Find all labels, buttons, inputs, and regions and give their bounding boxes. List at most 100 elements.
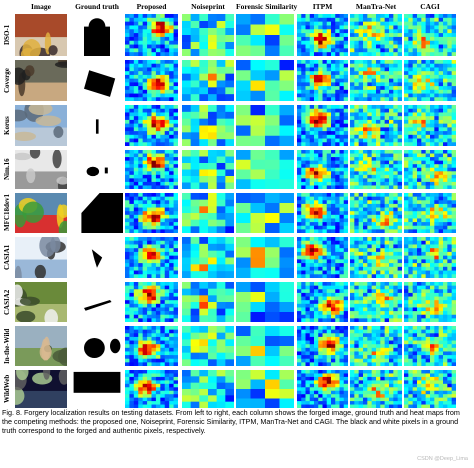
ground-truth-mask xyxy=(71,193,123,233)
heat-map xyxy=(236,326,294,366)
heat-map xyxy=(404,150,456,189)
heat-map xyxy=(182,105,234,146)
cell-r7-c5 xyxy=(297,326,348,366)
heat-map xyxy=(125,150,178,189)
figure-caption: Fig. 8. Forgery localization results on … xyxy=(2,408,460,436)
cell-r7-c1 xyxy=(71,326,123,366)
heat-map xyxy=(125,370,178,408)
heat-map xyxy=(297,282,348,322)
cell-r4-c7 xyxy=(404,193,456,233)
heat-map xyxy=(236,282,294,322)
heat-map xyxy=(350,237,402,278)
forged-image xyxy=(15,14,67,56)
cell-r7-c4 xyxy=(236,326,294,366)
cell-r3-c0 xyxy=(15,150,67,189)
heat-map xyxy=(125,14,178,56)
row-label-4: MFC18dev1 xyxy=(3,194,11,232)
cell-r5-c3 xyxy=(182,237,234,278)
heat-map xyxy=(404,237,456,278)
cell-r3-c5 xyxy=(297,150,348,189)
column-header-7: CAGI xyxy=(420,2,440,11)
heat-map xyxy=(404,370,456,408)
cell-r1-c0 xyxy=(15,60,67,101)
heat-map xyxy=(404,60,456,101)
heat-map xyxy=(297,14,348,56)
heat-map xyxy=(182,282,234,322)
column-header-3: Noiseprint xyxy=(191,2,225,11)
cell-r7-c0 xyxy=(15,326,67,366)
heat-map xyxy=(350,326,402,366)
row-label-1: Coverge xyxy=(3,68,11,93)
heat-map xyxy=(404,326,456,366)
cell-r1-c4 xyxy=(236,60,294,101)
ground-truth-mask xyxy=(71,105,123,146)
cell-r8-c7 xyxy=(404,370,456,408)
cell-r2-c5 xyxy=(297,105,348,146)
cell-r2-c3 xyxy=(182,105,234,146)
cell-r5-c6 xyxy=(350,237,402,278)
cell-r1-c6 xyxy=(350,60,402,101)
cell-r8-c5 xyxy=(297,370,348,408)
cell-r1-c1 xyxy=(71,60,123,101)
cell-r0-c1 xyxy=(71,14,123,56)
heat-map xyxy=(404,193,456,233)
cell-r6-c7 xyxy=(404,282,456,322)
heat-map xyxy=(297,370,348,408)
cell-r8-c3 xyxy=(182,370,234,408)
cell-r8-c2 xyxy=(125,370,178,408)
heat-map xyxy=(297,150,348,189)
ground-truth-mask xyxy=(71,370,123,408)
cell-r8-c1 xyxy=(71,370,123,408)
watermark-text: CSDN @Deep_Lima xyxy=(417,456,468,462)
forged-image xyxy=(15,105,67,146)
cell-r3-c3 xyxy=(182,150,234,189)
heat-map xyxy=(297,237,348,278)
cell-r5-c0 xyxy=(15,237,67,278)
cell-r3-c1 xyxy=(71,150,123,189)
column-header-2: Proposed xyxy=(136,2,167,11)
cell-r3-c6 xyxy=(350,150,402,189)
ground-truth-mask xyxy=(71,237,123,278)
heat-map xyxy=(236,150,294,189)
cell-r5-c1 xyxy=(71,237,123,278)
figure-grid: Image Ground truth Proposed Noiseprint Foren… xyxy=(3,2,456,408)
cell-r0-c2 xyxy=(125,14,178,56)
cell-r3-c2 xyxy=(125,150,178,189)
cell-r4-c5 xyxy=(297,193,348,233)
heat-map xyxy=(350,193,402,233)
cell-r1-c2 xyxy=(125,60,178,101)
heat-map xyxy=(236,60,294,101)
row-label-6: CASIA2 xyxy=(3,289,11,315)
heat-map xyxy=(236,14,294,56)
heat-map xyxy=(182,60,234,101)
heat-map xyxy=(297,105,348,146)
heat-map xyxy=(236,105,294,146)
forged-image xyxy=(15,60,67,101)
cell-r6-c5 xyxy=(297,282,348,322)
row-label-3: Nim.16 xyxy=(3,158,11,181)
heat-map xyxy=(182,370,234,408)
heat-map xyxy=(404,105,456,146)
heat-map xyxy=(236,237,294,278)
column-header-4: Forensic Similarity xyxy=(236,2,298,11)
heat-map xyxy=(125,60,178,101)
cell-r0-c6 xyxy=(350,14,402,56)
cell-r0-c0 xyxy=(15,14,67,56)
cell-r4-c2 xyxy=(125,193,178,233)
row-label-7: In-the-Wild xyxy=(3,328,11,364)
heat-map xyxy=(182,193,234,233)
row-label-2: Korus xyxy=(3,116,11,135)
cell-r7-c7 xyxy=(404,326,456,366)
cell-r5-c2 xyxy=(125,237,178,278)
heat-map xyxy=(182,14,234,56)
heat-map xyxy=(125,237,178,278)
forged-image xyxy=(15,237,67,278)
row-label-0: DSO-1 xyxy=(3,24,11,46)
forged-image xyxy=(15,370,67,408)
cell-r4-c6 xyxy=(350,193,402,233)
heat-map xyxy=(297,326,348,366)
column-header-6: ManTra-Net xyxy=(355,2,397,11)
ground-truth-mask xyxy=(71,14,123,56)
cell-r1-c7 xyxy=(404,60,456,101)
row-label-5: CASIA1 xyxy=(3,244,11,271)
